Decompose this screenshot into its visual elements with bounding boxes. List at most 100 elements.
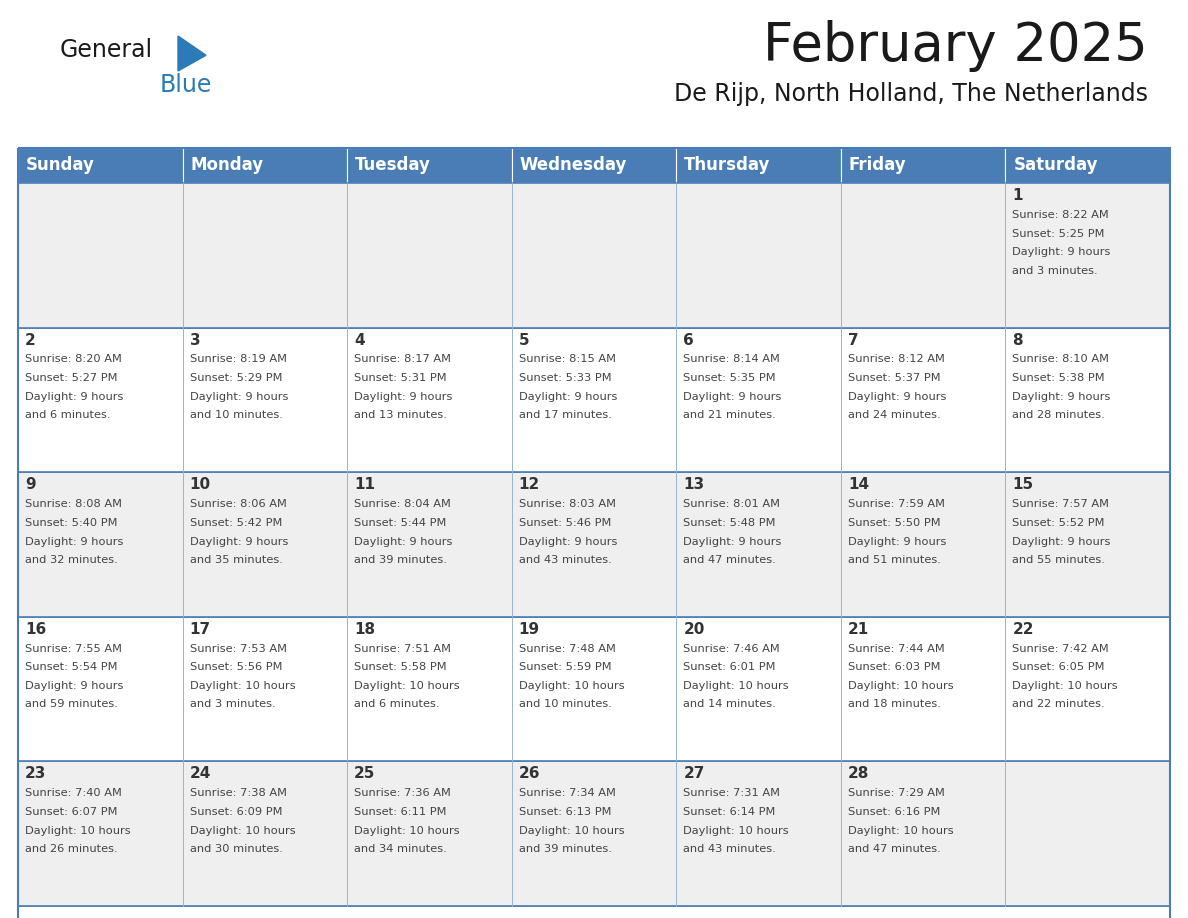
Bar bbox=[676, 761, 841, 906]
Text: General: General bbox=[61, 38, 153, 62]
Bar bbox=[841, 617, 1005, 761]
Bar bbox=[347, 328, 512, 472]
Text: Sunrise: 7:53 AM: Sunrise: 7:53 AM bbox=[190, 644, 286, 654]
Text: Daylight: 9 hours: Daylight: 9 hours bbox=[25, 681, 124, 691]
Text: 6: 6 bbox=[683, 332, 694, 348]
Bar bbox=[841, 328, 1005, 472]
Text: Daylight: 9 hours: Daylight: 9 hours bbox=[190, 537, 287, 546]
Bar bbox=[183, 761, 347, 906]
Text: 26: 26 bbox=[519, 767, 541, 781]
Text: and 30 minutes.: and 30 minutes. bbox=[190, 844, 283, 854]
Text: Sunset: 5:48 PM: Sunset: 5:48 PM bbox=[683, 518, 776, 528]
Text: Daylight: 9 hours: Daylight: 9 hours bbox=[848, 392, 946, 402]
Bar bbox=[1005, 761, 1170, 906]
Text: and 32 minutes.: and 32 minutes. bbox=[25, 554, 118, 565]
Text: Sunset: 5:44 PM: Sunset: 5:44 PM bbox=[354, 518, 447, 528]
Text: 14: 14 bbox=[848, 477, 868, 492]
Text: Friday: Friday bbox=[849, 156, 906, 174]
Text: Sunset: 6:03 PM: Sunset: 6:03 PM bbox=[848, 663, 941, 672]
Bar bbox=[841, 183, 1005, 328]
Text: Sunset: 5:33 PM: Sunset: 5:33 PM bbox=[519, 374, 612, 383]
Text: Daylight: 9 hours: Daylight: 9 hours bbox=[519, 537, 617, 546]
Text: and 24 minutes.: and 24 minutes. bbox=[848, 410, 941, 420]
Text: and 59 minutes.: and 59 minutes. bbox=[25, 700, 118, 710]
Text: Daylight: 10 hours: Daylight: 10 hours bbox=[519, 681, 625, 691]
Text: 13: 13 bbox=[683, 477, 704, 492]
Text: and 6 minutes.: and 6 minutes. bbox=[25, 410, 110, 420]
Bar bbox=[347, 183, 512, 328]
Text: Daylight: 9 hours: Daylight: 9 hours bbox=[519, 392, 617, 402]
Text: and 18 minutes.: and 18 minutes. bbox=[848, 700, 941, 710]
Text: Sunrise: 7:48 AM: Sunrise: 7:48 AM bbox=[519, 644, 615, 654]
Text: Daylight: 10 hours: Daylight: 10 hours bbox=[1012, 681, 1118, 691]
Bar bbox=[676, 328, 841, 472]
Text: 19: 19 bbox=[519, 621, 539, 637]
Text: Sunrise: 8:12 AM: Sunrise: 8:12 AM bbox=[848, 354, 944, 364]
Text: Sunrise: 7:36 AM: Sunrise: 7:36 AM bbox=[354, 789, 451, 798]
Text: Sunset: 5:42 PM: Sunset: 5:42 PM bbox=[190, 518, 282, 528]
Bar bbox=[347, 761, 512, 906]
Text: and 3 minutes.: and 3 minutes. bbox=[1012, 265, 1098, 275]
Text: Sunrise: 8:20 AM: Sunrise: 8:20 AM bbox=[25, 354, 122, 364]
Text: Sunset: 5:29 PM: Sunset: 5:29 PM bbox=[190, 374, 282, 383]
Text: Sunset: 5:52 PM: Sunset: 5:52 PM bbox=[1012, 518, 1105, 528]
Text: and 17 minutes.: and 17 minutes. bbox=[519, 410, 612, 420]
Bar bbox=[676, 472, 841, 617]
Bar bbox=[512, 761, 676, 906]
Text: 3: 3 bbox=[190, 332, 201, 348]
Text: 9: 9 bbox=[25, 477, 36, 492]
Text: Sunrise: 7:46 AM: Sunrise: 7:46 AM bbox=[683, 644, 781, 654]
Text: Sunset: 6:14 PM: Sunset: 6:14 PM bbox=[683, 807, 776, 817]
Text: Sunrise: 8:01 AM: Sunrise: 8:01 AM bbox=[683, 499, 781, 509]
Text: Sunrise: 7:29 AM: Sunrise: 7:29 AM bbox=[848, 789, 944, 798]
Text: Sunset: 6:13 PM: Sunset: 6:13 PM bbox=[519, 807, 611, 817]
Bar bbox=[841, 148, 1005, 183]
Text: 22: 22 bbox=[1012, 621, 1034, 637]
Text: and 47 minutes.: and 47 minutes. bbox=[683, 554, 776, 565]
Text: Sunrise: 7:42 AM: Sunrise: 7:42 AM bbox=[1012, 644, 1110, 654]
Text: Sunday: Sunday bbox=[26, 156, 95, 174]
Bar bbox=[18, 472, 183, 617]
Text: Sunrise: 7:59 AM: Sunrise: 7:59 AM bbox=[848, 499, 944, 509]
Bar bbox=[183, 472, 347, 617]
Text: 17: 17 bbox=[190, 621, 210, 637]
Bar bbox=[183, 617, 347, 761]
Bar bbox=[1005, 183, 1170, 328]
Text: 2: 2 bbox=[25, 332, 36, 348]
Text: 28: 28 bbox=[848, 767, 870, 781]
Text: Sunset: 5:58 PM: Sunset: 5:58 PM bbox=[354, 663, 447, 672]
Text: Sunrise: 8:03 AM: Sunrise: 8:03 AM bbox=[519, 499, 615, 509]
Bar bbox=[841, 472, 1005, 617]
Bar bbox=[676, 617, 841, 761]
Text: Daylight: 9 hours: Daylight: 9 hours bbox=[683, 392, 782, 402]
Text: Sunset: 5:37 PM: Sunset: 5:37 PM bbox=[848, 374, 941, 383]
Text: Daylight: 10 hours: Daylight: 10 hours bbox=[683, 826, 789, 836]
Text: Sunset: 5:50 PM: Sunset: 5:50 PM bbox=[848, 518, 941, 528]
Text: Sunrise: 7:40 AM: Sunrise: 7:40 AM bbox=[25, 789, 122, 798]
Text: and 28 minutes.: and 28 minutes. bbox=[1012, 410, 1105, 420]
Text: Daylight: 9 hours: Daylight: 9 hours bbox=[683, 537, 782, 546]
Text: Wednesday: Wednesday bbox=[519, 156, 627, 174]
Text: 11: 11 bbox=[354, 477, 375, 492]
Bar bbox=[183, 148, 347, 183]
Bar bbox=[512, 328, 676, 472]
Text: and 14 minutes.: and 14 minutes. bbox=[683, 700, 776, 710]
Text: Monday: Monday bbox=[190, 156, 264, 174]
Text: 24: 24 bbox=[190, 767, 211, 781]
Text: Daylight: 9 hours: Daylight: 9 hours bbox=[1012, 248, 1111, 257]
Text: 15: 15 bbox=[1012, 477, 1034, 492]
Bar bbox=[1005, 328, 1170, 472]
Text: Sunrise: 8:22 AM: Sunrise: 8:22 AM bbox=[1012, 209, 1110, 219]
Bar bbox=[347, 472, 512, 617]
Text: 16: 16 bbox=[25, 621, 46, 637]
Text: and 43 minutes.: and 43 minutes. bbox=[683, 844, 776, 854]
Bar bbox=[18, 328, 183, 472]
Text: Daylight: 9 hours: Daylight: 9 hours bbox=[354, 392, 453, 402]
Text: and 43 minutes.: and 43 minutes. bbox=[519, 554, 612, 565]
Text: Sunset: 6:16 PM: Sunset: 6:16 PM bbox=[848, 807, 940, 817]
Bar bbox=[347, 617, 512, 761]
Text: and 35 minutes.: and 35 minutes. bbox=[190, 554, 283, 565]
Text: Sunset: 5:40 PM: Sunset: 5:40 PM bbox=[25, 518, 118, 528]
Text: Sunrise: 8:04 AM: Sunrise: 8:04 AM bbox=[354, 499, 451, 509]
Text: Sunset: 6:09 PM: Sunset: 6:09 PM bbox=[190, 807, 282, 817]
